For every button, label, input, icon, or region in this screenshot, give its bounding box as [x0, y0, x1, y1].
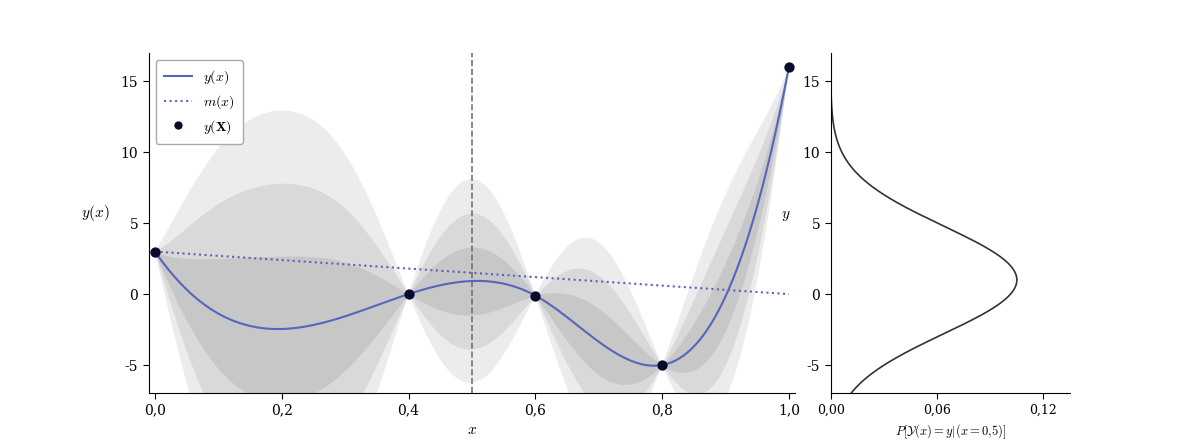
Point [145, 248, 164, 255]
X-axis label: $P[\mathcal{Y}(x) = y|(x = 0{,}5)]$: $P[\mathcal{Y}(x) = y|(x = 0{,}5)]$ [895, 423, 1006, 441]
Point [653, 362, 672, 369]
Point [526, 292, 545, 299]
Y-axis label: $y$: $y$ [781, 209, 791, 223]
Legend: $y(x)$, $m(x)$, $y(\mathbf{X})$: $y(x)$, $m(x)$, $y(\mathbf{X})$ [156, 60, 243, 144]
Point [779, 64, 798, 71]
Y-axis label: $y(x)$: $y(x)$ [81, 203, 109, 223]
X-axis label: $x$: $x$ [467, 423, 477, 437]
Point [400, 290, 419, 297]
